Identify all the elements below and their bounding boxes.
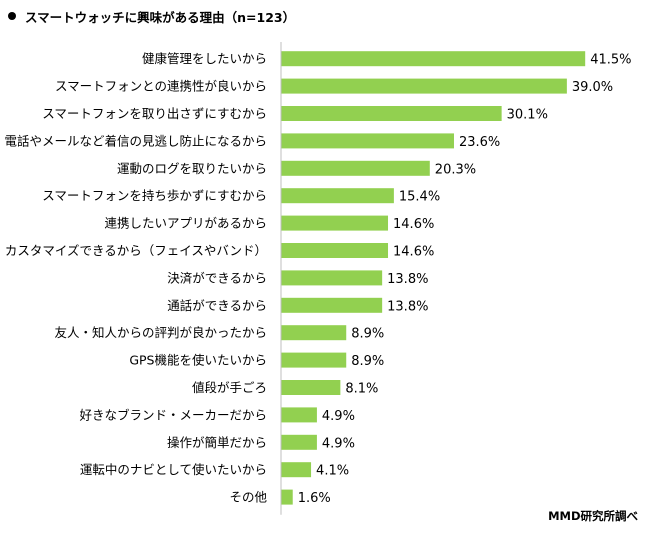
- bar: [281, 434, 317, 450]
- category-label: スマートフォンを持ち歩かずにすむから: [42, 188, 267, 203]
- data-label: 39.0%: [572, 80, 613, 95]
- data-label: 1.6%: [298, 491, 331, 506]
- bar: [281, 51, 586, 67]
- bar: [281, 407, 317, 423]
- bar: [281, 78, 567, 94]
- data-label: 14.6%: [393, 217, 434, 232]
- category-label: 通話ができるから: [167, 298, 267, 313]
- bar: [281, 133, 454, 149]
- data-label: 4.9%: [322, 436, 355, 451]
- category-label: GPS機能を使いたいから: [129, 353, 267, 368]
- bar: [281, 160, 430, 176]
- chart-title: スマートウォッチに興味がある理由（n=123）: [25, 9, 296, 25]
- bar: [281, 243, 389, 258]
- category-label: 決済ができるから: [167, 270, 267, 285]
- bar: [281, 270, 383, 286]
- category-label: 電話やメールなど着信の見逃し防止になるから: [4, 133, 267, 148]
- data-label: 41.5%: [590, 53, 631, 68]
- data-label: 15.4%: [399, 190, 440, 205]
- category-label: 友人・知人からの評判が良かったから: [54, 325, 267, 340]
- category-label: 運動のログを取りたいから: [117, 161, 267, 176]
- data-label: 30.1%: [507, 108, 548, 123]
- bar: [281, 462, 312, 478]
- data-label: 20.3%: [435, 162, 476, 177]
- category-label: カスタマイズできるから（フェイスやバンド）: [5, 243, 267, 258]
- category-label: 好きなブランド・メーカーだから: [79, 407, 267, 422]
- data-label: 8.9%: [351, 354, 384, 369]
- category-label: スマートフォンを取り出さずにすむから: [42, 106, 267, 121]
- bar: [281, 352, 347, 368]
- category-label: 操作が簡単だから: [167, 435, 267, 450]
- data-label: 4.9%: [322, 409, 355, 424]
- bullet-icon: [8, 12, 16, 20]
- source-credit: MMD研究所調べ: [548, 509, 638, 523]
- category-label: 運転中のナビとして使いたいから: [80, 462, 267, 477]
- bar: [281, 215, 389, 231]
- data-label: 14.6%: [393, 245, 434, 260]
- chart-title-row: スマートウォッチに興味がある理由（n=123）: [8, 6, 295, 26]
- data-label: 23.6%: [459, 135, 500, 150]
- bar: [281, 325, 347, 341]
- category-label: 連携したいアプリがあるから: [104, 216, 267, 231]
- data-label: 8.1%: [345, 382, 378, 397]
- data-label: 4.1%: [316, 464, 349, 479]
- bar: [281, 297, 383, 313]
- bar: [281, 188, 394, 204]
- bar: [281, 489, 293, 505]
- data-label: 13.8%: [387, 272, 428, 287]
- category-label: スマートフォンとの連携性が良いから: [55, 79, 267, 94]
- bar: [281, 106, 502, 121]
- bar: [281, 380, 341, 395]
- category-label: 健康管理をしたいから: [142, 51, 267, 66]
- data-label: 13.8%: [387, 299, 428, 314]
- data-label: 8.9%: [351, 327, 384, 342]
- category-label: その他: [229, 490, 267, 505]
- category-label: 値段が手ごろ: [192, 380, 267, 395]
